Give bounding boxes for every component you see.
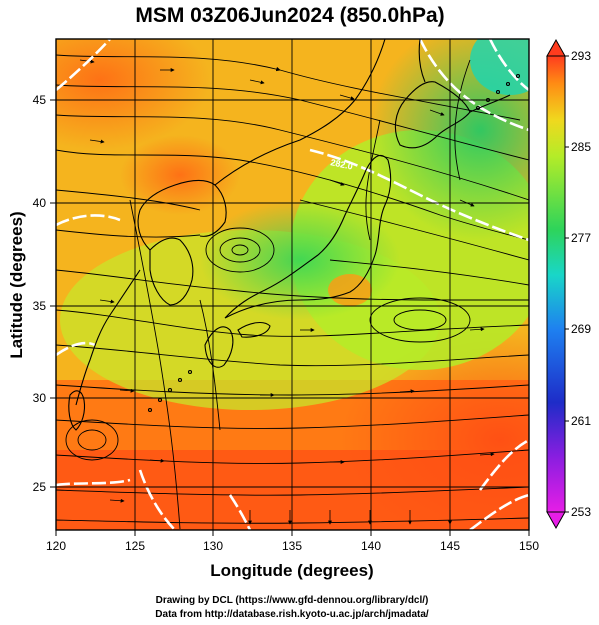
colorbar-tick-label: 253 [571,505,591,519]
coastlines [68,39,521,431]
x-tick-label: 145 [440,539,460,553]
lat-lon-grid [56,39,529,530]
map-title: MSM 03Z06Jun2024 (850.0hPa) [135,4,444,27]
x-tick-label: 140 [361,539,381,553]
colorbar-tick-label: 269 [571,322,591,336]
colorbar-top-arrow [546,38,566,57]
coastline-shikoku [237,321,271,338]
flow-arrows [79,59,495,525]
warm-spot-honshu [328,274,372,306]
isotherm-contours [56,39,529,530]
y-axis-label: Latitude (degrees) [7,211,26,358]
cold-region-kuril [470,39,529,95]
colorbar-bottom-arrow [546,511,566,530]
x-tick-marks [55,530,530,536]
coastline-sakhalin [418,39,426,83]
contour-label: 282.0 [330,157,354,171]
plot-area: 282.0 [56,39,529,530]
coastline-russia [214,39,386,186]
y-tick-label: 30 [33,391,47,405]
y-tick-label: 40 [33,196,47,210]
x-tick-label: 125 [125,539,145,553]
colorbar-tick-label: 261 [571,414,591,428]
x-tick-label: 150 [519,539,539,553]
x-tick-label: 120 [46,539,66,553]
colorbar-tick-label: 277 [571,231,591,245]
y-tick-label: 25 [33,480,47,494]
credit-drawing: Drawing by DCL (https://www.gfd-dennou.o… [156,595,429,606]
colorbar-tick-label: 293 [571,49,591,63]
y-tick-label: 35 [33,299,47,313]
x-axis-label: Longitude (degrees) [210,561,373,580]
coastline-korea [149,237,194,306]
colorbar-scale [546,55,566,513]
coastline-taiwan [68,390,86,431]
y-tick-marks [50,99,56,488]
x-tick-label: 130 [203,539,223,553]
coastline-kyushu [204,326,234,368]
x-tick-label: 135 [282,539,302,553]
colorbar-tick-label: 285 [571,140,591,154]
colorbar: 293 285 277 269 261 253 [546,38,591,530]
hot-region-northwest [56,39,210,150]
y-tick-labels: 45 40 35 30 25 [33,93,47,494]
coastline-china [137,179,227,251]
credit-data-source: Data from http://database.rish.kyoto-u.a… [155,609,429,620]
coastline-honshu [224,155,392,319]
x-tick-labels: 120 125 130 135 140 145 150 [46,539,539,553]
coastline-hokkaido [394,81,471,149]
y-tick-label: 45 [33,93,47,107]
